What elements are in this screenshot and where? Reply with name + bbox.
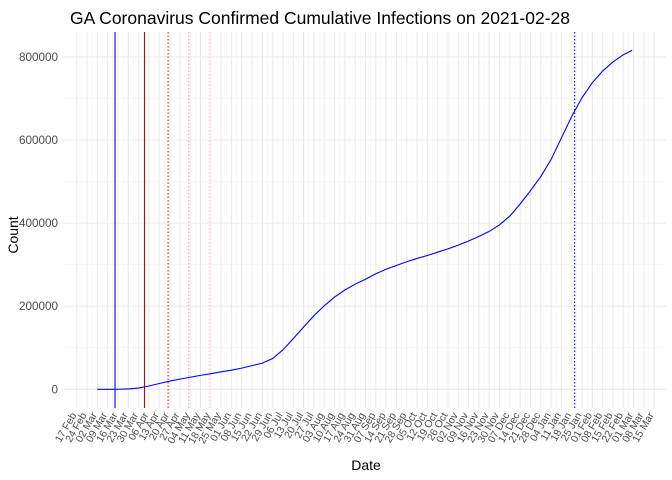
- reference-lines: [114, 32, 576, 408]
- y-axis-title: Count: [5, 216, 21, 253]
- series-group: [97, 49, 633, 390]
- series-line: [97, 49, 633, 390]
- y-tick-label: 0: [51, 383, 58, 396]
- x-axis-title: Date: [351, 457, 381, 473]
- gridlines: [62, 32, 666, 408]
- y-tick-label: 400000: [19, 217, 59, 230]
- y-tick-labels: 0 200000 400000 600000 800000: [19, 51, 59, 396]
- chart-title: GA Coronavirus Confirmed Cumulative Infe…: [70, 8, 570, 28]
- y-tick-label: 800000: [19, 51, 59, 64]
- y-tick-label: 600000: [19, 134, 59, 147]
- y-tick-label: 200000: [19, 300, 59, 313]
